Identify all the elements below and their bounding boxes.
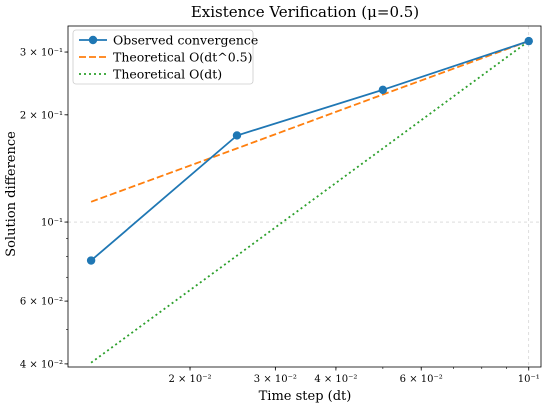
- legend: Observed convergence Theoretical O(dt^0.5…: [72, 29, 258, 85]
- y-tick-label: 4 × 10⁻²: [20, 359, 63, 370]
- data-point: [232, 131, 242, 140]
- legend-label: Theoretical O(dt^0.5): [113, 49, 253, 64]
- data-point: [378, 85, 388, 95]
- y-tick-label: 6 × 10⁻²: [20, 297, 63, 308]
- x-axis-label: Time step (dt): [259, 389, 352, 404]
- x-tick-label: 2 × 10⁻²: [168, 374, 211, 385]
- y-axis-label: Solution difference: [4, 131, 19, 257]
- y-tick-label: 2 × 10⁻¹: [20, 110, 63, 121]
- series-line-2: [90, 40, 530, 364]
- legend-label: Theoretical O(dt): [113, 66, 222, 81]
- y-tick-label: 3 × 10⁻¹: [20, 48, 63, 59]
- series-layer: [86, 36, 533, 364]
- x-tick-label: 10⁻¹: [518, 374, 540, 385]
- y-tick-label: 10⁻¹: [41, 218, 63, 229]
- data-point: [86, 256, 96, 265]
- legend-box: [72, 29, 254, 85]
- plot-frame: [67, 25, 542, 368]
- x-axis-ticks: 2 × 10⁻² 3 × 10⁻² 4 × 10⁻² 6 × 10⁻² 10⁻¹: [168, 367, 540, 385]
- grid: [68, 26, 541, 367]
- data-point: [524, 36, 533, 46]
- legend-marker: [88, 35, 98, 45]
- x-tick-label: 6 × 10⁻²: [400, 374, 443, 385]
- y-axis-ticks: 4 × 10⁻² 6 × 10⁻² 10⁻¹ 2 × 10⁻¹ 3 × 10⁻¹: [20, 48, 68, 370]
- x-tick-label: 3 × 10⁻²: [254, 374, 297, 385]
- legend-label: Observed convergence: [113, 32, 258, 47]
- series-line-0: [90, 40, 529, 262]
- series-line-1: [90, 40, 530, 203]
- chart-title: Existence Verification (μ=0.5): [191, 3, 419, 21]
- x-tick-label: 4 × 10⁻²: [314, 374, 357, 385]
